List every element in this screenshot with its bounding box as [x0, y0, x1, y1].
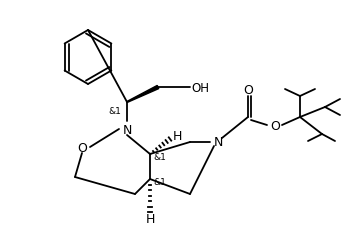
- Text: OH: OH: [191, 81, 209, 94]
- Text: O: O: [270, 119, 280, 132]
- Text: O: O: [243, 84, 253, 97]
- Text: N: N: [213, 136, 223, 149]
- Text: H: H: [172, 129, 182, 142]
- Text: &1: &1: [154, 178, 166, 187]
- Text: H: H: [145, 213, 155, 225]
- Text: O: O: [77, 141, 87, 154]
- Text: &1: &1: [154, 153, 166, 162]
- Polygon shape: [127, 86, 159, 103]
- Text: &1: &1: [109, 107, 121, 116]
- Text: N: N: [122, 123, 132, 136]
